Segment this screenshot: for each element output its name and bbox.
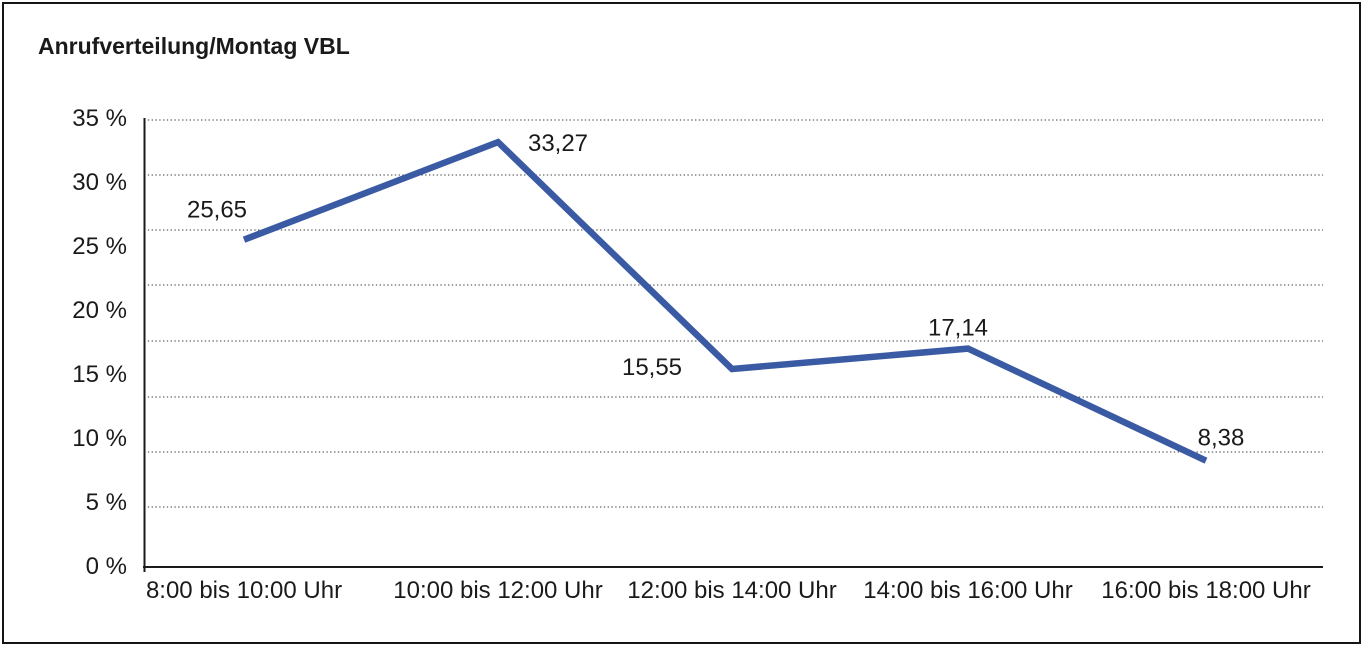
y-tick-label: 5 % (86, 489, 127, 516)
value-label: 8,38 (1198, 425, 1245, 452)
chart-title: Anrufverteilung/Montag VBL (38, 33, 350, 59)
gridlines (144, 119, 1323, 508)
y-tick-label: 10 % (72, 425, 127, 452)
y-tick-labels: 35 % 30 % 25 % 20 % 15 % 10 % 5 % 0 % (72, 105, 127, 580)
value-label: 15,55 (622, 354, 682, 381)
y-tick-label: 20 % (72, 297, 127, 324)
value-labels: 25,65 33,27 15,55 17,14 8,38 (187, 130, 1244, 452)
x-tick-label: 8:00 bis 10:00 Uhr (146, 577, 342, 604)
x-tick-label: 12:00 bis 14:00 Uhr (627, 577, 836, 604)
value-label: 33,27 (528, 130, 588, 157)
data-line (242, 138, 1208, 464)
y-tick-label: 30 % (72, 169, 127, 196)
x-tick-label: 14:00 bis 16:00 Uhr (863, 577, 1072, 604)
y-tick-label: 35 % (72, 105, 127, 132)
y-tick-label: 0 % (86, 553, 127, 580)
y-tick-label: 25 % (72, 233, 127, 260)
x-tick-label: 10:00 bis 12:00 Uhr (393, 577, 602, 604)
value-label: 17,14 (928, 315, 988, 342)
x-tick-labels: 8:00 bis 10:00 Uhr 10:00 bis 12:00 Uhr 12:… (146, 577, 1311, 604)
x-tick-label: 16:00 bis 18:00 Uhr (1101, 577, 1310, 604)
value-label: 25,65 (187, 197, 247, 224)
y-tick-label: 15 % (72, 361, 127, 388)
